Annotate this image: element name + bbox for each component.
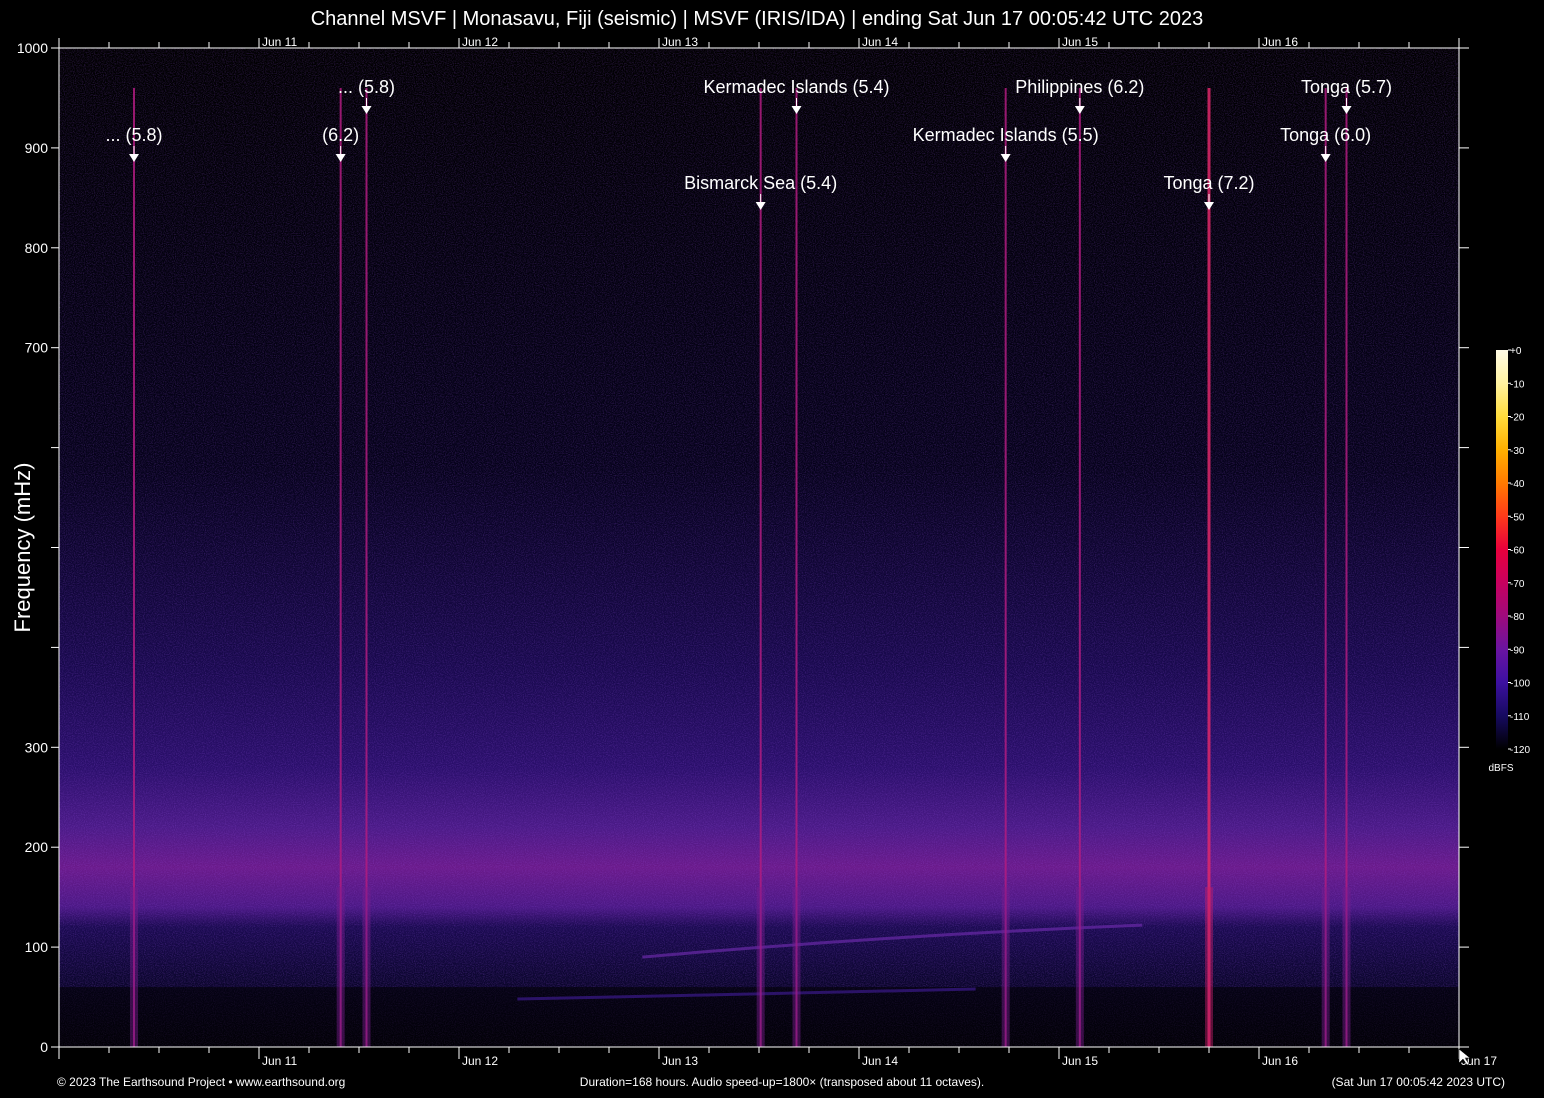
event-label: ... (5.8) (338, 77, 395, 97)
event-glow (792, 887, 801, 1047)
event-streaks (130, 88, 1351, 1047)
drift-line-low (517, 987, 976, 1001)
x-tick-label: Jun 13 (662, 1054, 698, 1068)
x-tick-label-top: Jun 13 (662, 35, 698, 49)
drift-line (642, 923, 1143, 959)
colorbar-tick-label: -60 (1510, 546, 1525, 557)
event-label: Kermadec Islands (5.5) (913, 125, 1099, 145)
y-tick-label: 900 (25, 140, 49, 156)
event-arrow-icon (1341, 106, 1352, 114)
event-glow (362, 887, 371, 1047)
colorbar-tick-label: -30 (1510, 446, 1525, 457)
x-tick-label: Jun 12 (462, 1054, 498, 1068)
x-end-label: Jun 17 (1461, 1054, 1497, 1068)
axes: 0 100 200 300 700 800 900 1000 Frequency (mHz) Ju… (10, 35, 1497, 1068)
event-label: Tonga (7.2) (1163, 173, 1254, 193)
event-arrow-icon (1320, 154, 1331, 162)
event-glow (1321, 887, 1330, 1047)
colorbar-tick-label: -90 (1510, 645, 1525, 656)
y-tick-label: 300 (25, 739, 49, 755)
colorbar-tick-label: -20 (1510, 413, 1525, 424)
colorbar-gradient (1496, 350, 1508, 749)
colorbar-tick-label: -80 (1510, 612, 1525, 623)
colorbar-tick-label: -70 (1510, 579, 1525, 590)
event-label: ... (5.8) (105, 125, 162, 145)
y-tick-label: 200 (25, 839, 49, 855)
colorbar-tick-label: +0 (1510, 346, 1522, 357)
low-band-shade (59, 987, 1459, 1047)
event-arrow-icon (791, 106, 802, 114)
x-tick-label-top: Jun 11 (262, 35, 297, 49)
event-label: Philippines (6.2) (1015, 77, 1144, 97)
colorbar-unit: dBFS (1488, 763, 1513, 774)
x-tick-label-top: Jun 16 (1262, 35, 1298, 49)
colorbar: +0 -10 -20 -30 -40 -50 -60 -70 -80 -90 -100 -110 -12… (1488, 346, 1530, 774)
event-glow (756, 887, 765, 1047)
event-arrow-icon (129, 154, 139, 162)
event-label: (6.2) (322, 125, 359, 145)
x-tick-label: Jun 11 (262, 1054, 297, 1068)
footer-duration: Duration=168 hours. Audio speed-up=1800×… (579, 1075, 985, 1089)
event-glow (1205, 887, 1213, 1047)
footer-copyright: © 2023 The Earthsound Project • www.eart… (57, 1075, 346, 1089)
y-tick-label: 700 (25, 340, 49, 356)
event-label: Kermadec Islands (5.4) (703, 77, 889, 97)
event-arrow-icon (361, 106, 372, 114)
colorbar-tick-label: -100 (1510, 679, 1530, 690)
event-annotations: ... (5.8) ... (5.8) (6.2) Kermadec Islands … (105, 77, 1392, 210)
y-tick-label: 100 (25, 939, 49, 955)
event-arrow-icon (1000, 154, 1011, 162)
colorbar-tick-label: -40 (1510, 479, 1525, 490)
x-tick-label: Jun 15 (1062, 1054, 1098, 1068)
x-tick-label-top: Jun 12 (462, 35, 498, 49)
cursor-icon (1458, 1048, 1471, 1066)
y-tick-label: 800 (25, 240, 49, 256)
x-tick-label: Jun 14 (862, 1054, 898, 1068)
colorbar-tick-label: -10 (1510, 379, 1525, 390)
y-tick-label: 0 (40, 1039, 48, 1055)
event-glow (336, 887, 345, 1047)
event-label: Tonga (5.7) (1301, 77, 1392, 97)
event-label: Bismarck Sea (5.4) (684, 173, 837, 193)
x-tick-label-top: Jun 15 (1062, 35, 1098, 49)
y-tick-label: 1000 (17, 40, 48, 56)
event-arrow-icon (1204, 202, 1214, 210)
event-label: Tonga (6.0) (1280, 125, 1371, 145)
x-tick-label-top: Jun 14 (862, 35, 898, 49)
y-axis-label: Frequency (mHz) (10, 463, 35, 633)
chart-title: Channel MSVF | Monasavu, Fiji (seismic) … (310, 8, 1204, 30)
event-glow (1075, 887, 1084, 1047)
event-arrow-icon (335, 154, 346, 162)
footer-timestamp: (Sat Jun 17 00:05:42 2023 UTC) (1331, 1075, 1505, 1089)
spectrogram-noise (59, 48, 1459, 1047)
colorbar-tick-label: -110 (1510, 712, 1530, 723)
event-glow (1342, 887, 1351, 1047)
event-glow (1001, 887, 1010, 1047)
event-arrow-icon (1074, 106, 1085, 114)
colorbar-tick-label: -120 (1510, 745, 1530, 756)
event-glow (130, 887, 138, 1047)
colorbar-tick-label: -50 (1510, 512, 1525, 523)
spectrogram-background (59, 48, 1459, 1047)
event-arrow-icon (755, 202, 766, 210)
x-tick-label: Jun 16 (1262, 1054, 1298, 1068)
